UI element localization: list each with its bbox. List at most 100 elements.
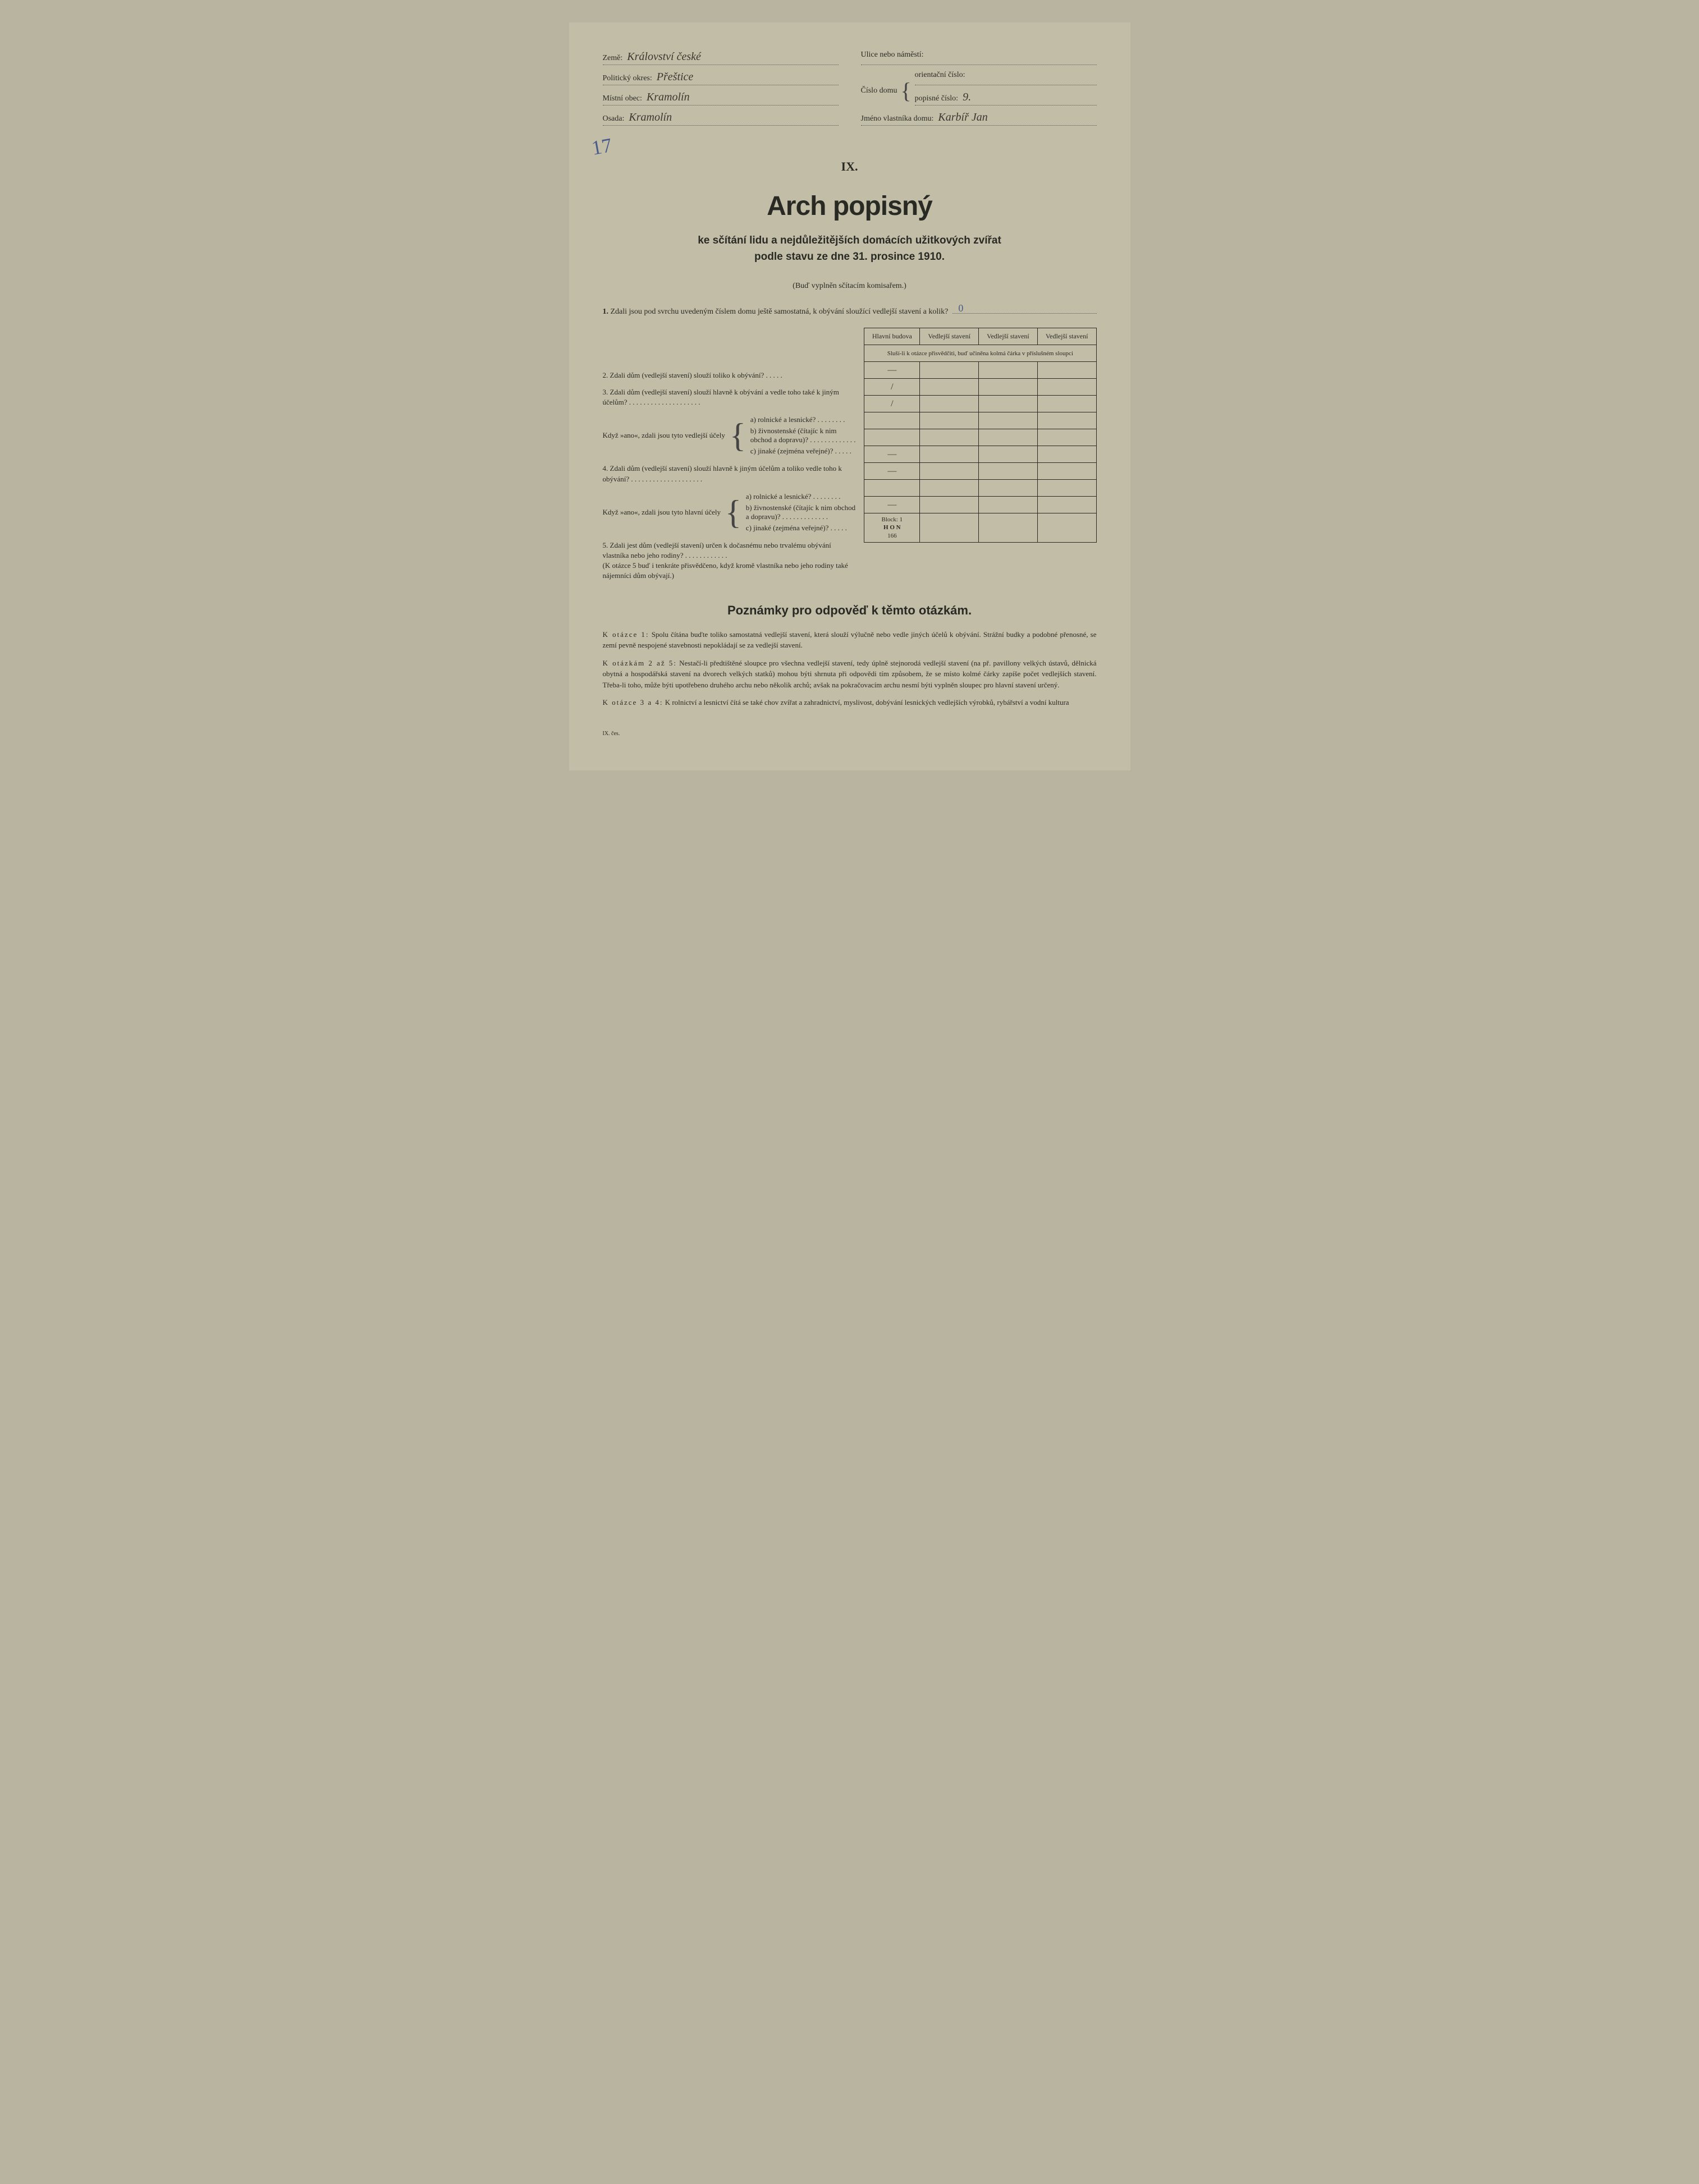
- th-main: Hlavní budova: [864, 328, 920, 345]
- ans-cell: [920, 429, 979, 446]
- ans-cell: [979, 379, 1038, 396]
- footer-mark: IX. čes.: [603, 731, 1097, 737]
- ans-cell: [920, 480, 979, 497]
- q1-text: 1. Zdali jsou pod svrchu uvedeným číslem…: [603, 308, 949, 316]
- table-row: [864, 412, 1096, 429]
- table-note: Sluší-li k otázce přisvědčiti, buď učině…: [864, 345, 1096, 362]
- sub3-label: Když »ano«, zdali jsou tyto vedlejší úče…: [603, 431, 725, 440]
- field-zeme: Země: Království české: [603, 51, 839, 65]
- ans-cell: [979, 480, 1038, 497]
- ans-cell: [920, 396, 979, 412]
- field-orient: orientační číslo:: [915, 71, 1097, 85]
- note-2-label: K otázkám 2 až 5:: [603, 659, 677, 667]
- ans-cell: [864, 480, 920, 497]
- question-2: 2. Zdali dům (vedlejší stavení) slouží t…: [603, 368, 859, 385]
- answer-table-column: Hlavní budova Vedlejší stavení Vedlejší …: [864, 328, 1096, 584]
- house-number-group: Číslo domu { orientační číslo: popisné č…: [861, 71, 1097, 111]
- popisne-value: 9.: [963, 91, 1096, 104]
- ans-cell: [979, 429, 1038, 446]
- osada-label: Osada:: [603, 114, 625, 123]
- vlastnik-label: Jméno vlastníka domu:: [861, 114, 934, 123]
- sub3-c: c) jinaké (zejména veřejné)? . . . . .: [750, 446, 858, 457]
- ans-cell: [979, 412, 1038, 429]
- popisne-label: popisné číslo:: [915, 94, 958, 103]
- vlastnik-value: Karbíř Jan: [938, 111, 1096, 124]
- table-row: —: [864, 362, 1096, 379]
- sub3-a: a) rolnické a lesnické? . . . . . . . .: [750, 414, 858, 425]
- osada-value: Kramolín: [629, 111, 838, 124]
- subtitle-line-2: podle stavu ze dne 31. prosince 1910.: [754, 251, 945, 263]
- field-obec: Místní obec: Kramolín: [603, 91, 839, 105]
- ans-cell: [920, 463, 979, 480]
- q1-answer-line: 0: [952, 313, 1096, 314]
- census-form-page: Země: Království české Politický okres: …: [569, 22, 1130, 770]
- table-header-row: Hlavní budova Vedlejší stavení Vedlejší …: [864, 328, 1096, 345]
- question-3-sub: Když »ano«, zdali jsou tyto vedlejší úče…: [603, 414, 859, 457]
- note-2: K otázkám 2 až 5: Nestačí-li předtištěné…: [603, 658, 1097, 691]
- field-okres: Politický okres: Přeštice: [603, 71, 839, 85]
- table-row: —: [864, 497, 1096, 513]
- subtitle-line-1: ke sčítání lidu a nejdůležitějších domác…: [698, 235, 1001, 246]
- sub4-c: c) jinaké (zejména veřejné)? . . . . .: [746, 522, 858, 534]
- main-content: 2. Zdali dům (vedlejší stavení) slouží t…: [603, 328, 1097, 584]
- orient-label: orientační číslo:: [915, 71, 965, 80]
- ans-cell: [979, 396, 1038, 412]
- ans-cell: [1037, 362, 1096, 379]
- q1-answer: 0: [958, 302, 963, 314]
- th-side-1: Vedlejší stavení: [920, 328, 979, 345]
- okres-value: Přeštice: [657, 71, 839, 84]
- question-4: 4. Zdali dům (vedlejší stavení) slouží h…: [603, 461, 859, 486]
- q1-body: Zdali jsou pod svrchu uvedeným číslem do…: [611, 308, 949, 316]
- ans-cell: [1037, 480, 1096, 497]
- stamp-l2: H O N: [883, 524, 901, 531]
- sub3-b: b) živnostenské (čítajíc k nim obchod a …: [750, 425, 858, 446]
- sub4-label: Když »ano«, zdali jsou tyto hlavní účely: [603, 508, 721, 517]
- dum-label: Číslo domu: [861, 86, 897, 95]
- ans-cell: —: [864, 463, 920, 480]
- q5-note: (K otázce 5 buď i tenkráte přisvědčeno, …: [603, 561, 848, 580]
- margin-annotation: 17: [589, 133, 613, 160]
- ans-cell: —: [864, 446, 920, 463]
- fill-instruction: (Buď vyplněn sčítacím komisařem.): [603, 282, 1097, 291]
- obec-label: Místní obec:: [603, 94, 642, 103]
- table-row: /: [864, 396, 1096, 412]
- answer-table: Hlavní budova Vedlejší stavení Vedlejší …: [864, 328, 1096, 543]
- table-row: —: [864, 446, 1096, 463]
- field-osada: Osada: Kramolín: [603, 111, 839, 126]
- question-1: 1. Zdali jsou pod svrchu uvedeným číslem…: [603, 308, 1097, 316]
- ans-cell: [979, 446, 1038, 463]
- roman-numeral: IX.: [603, 159, 1097, 174]
- ans-cell: [920, 362, 979, 379]
- note-3-label: K otázce 3 a 4:: [603, 698, 663, 706]
- ans-cell: [1037, 396, 1096, 412]
- field-popisne: popisné číslo: 9.: [915, 91, 1097, 105]
- header-fields: Země: Království české Politický okres: …: [603, 51, 1097, 131]
- ans-cell: —: [864, 497, 920, 513]
- table-row: /: [864, 379, 1096, 396]
- subtitle: ke sčítání lidu a nejdůležitějších domác…: [603, 233, 1097, 265]
- note-1-text: Spolu čítána buďte toliko samostatná ved…: [603, 630, 1097, 650]
- curly-brace-icon: {: [730, 427, 746, 444]
- ans-cell: [1037, 463, 1096, 480]
- ulice-label: Ulice nebo náměstí:: [861, 51, 924, 59]
- field-ulice: Ulice nebo náměstí:: [861, 51, 1097, 65]
- zeme-value: Království české: [627, 51, 838, 63]
- brace-icon: {: [900, 82, 911, 100]
- question-5: 5. Zdali jest dům (vedlejší stavení) urč…: [603, 538, 859, 584]
- stamp-l3: 166: [887, 533, 897, 539]
- ans-cell: [979, 513, 1038, 543]
- ans-cell: [1037, 379, 1096, 396]
- ans-cell: [920, 446, 979, 463]
- note-1: K otázce 1: Spolu čítána buďte toliko sa…: [603, 629, 1097, 651]
- questions-column: 2. Zdali dům (vedlejší stavení) slouží t…: [603, 328, 859, 584]
- ans-cell: /: [864, 396, 920, 412]
- header-right-col: Ulice nebo náměstí: Číslo domu { orienta…: [861, 51, 1097, 131]
- ans-cell: [920, 412, 979, 429]
- note-2-text: Nestačí-li předtištěné sloupce pro všech…: [603, 659, 1097, 689]
- ans-cell: [979, 497, 1038, 513]
- note-3-text: K rolnictví a lesnictví čítá se také cho…: [665, 698, 1069, 706]
- ans-cell: —: [864, 362, 920, 379]
- ans-cell: [864, 412, 920, 429]
- question-3: 3. Zdali dům (vedlejší stavení) slouží h…: [603, 385, 859, 410]
- ans-cell: [1037, 412, 1096, 429]
